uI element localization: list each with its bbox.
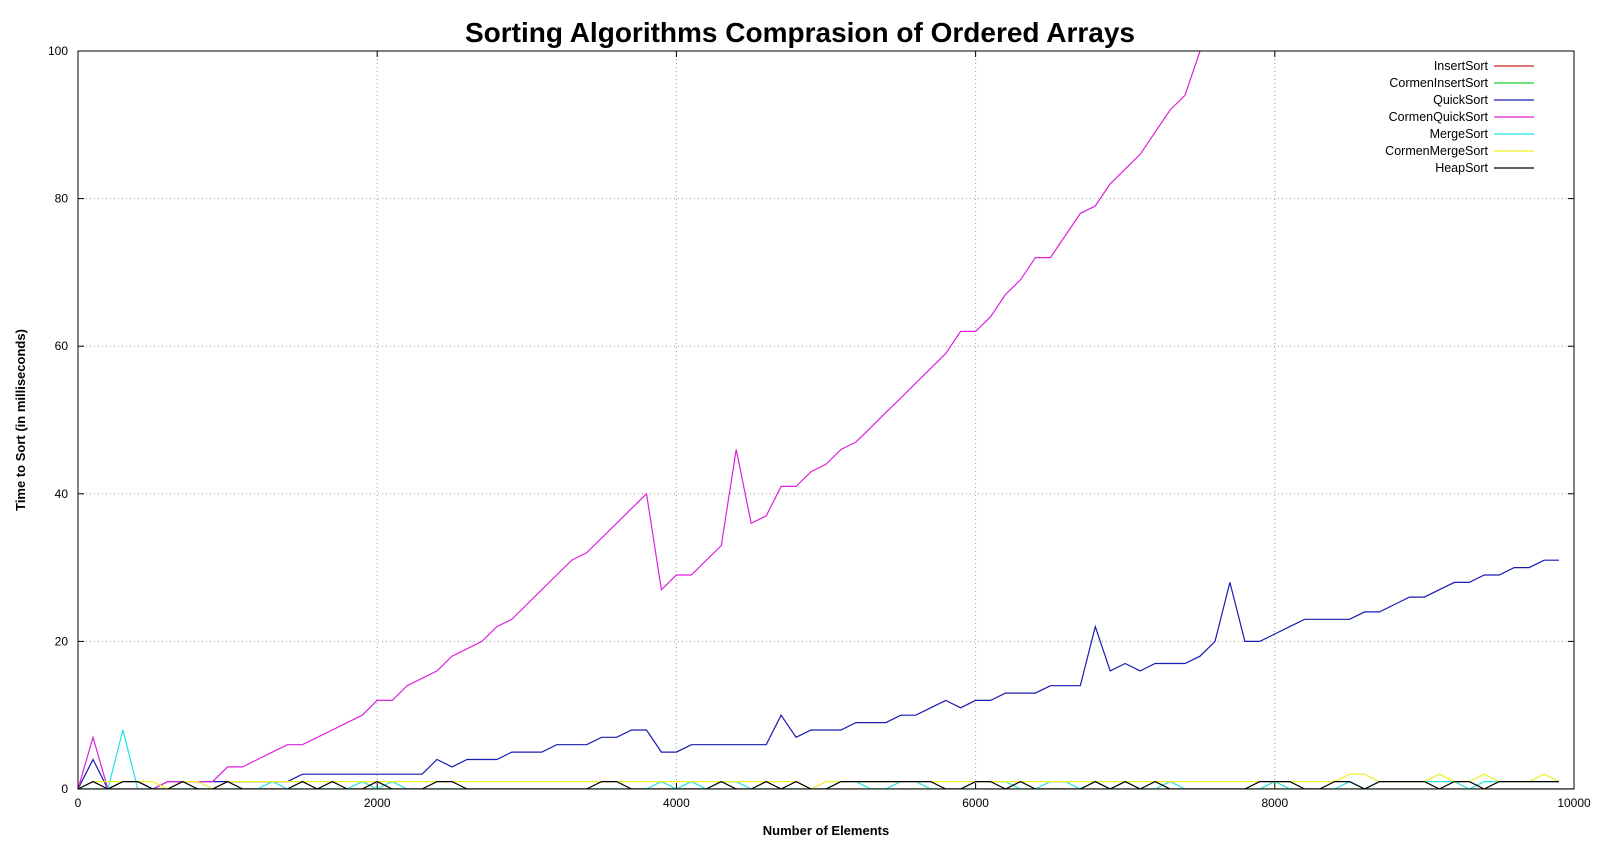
x-axis-label: Number of Elements (763, 823, 889, 838)
series-line-cormenquicksort (78, 51, 1201, 789)
y-tick-label: 40 (55, 487, 69, 501)
series-lines (78, 51, 1574, 789)
series-line-quicksort (78, 559, 1559, 789)
y-tick-label: 0 (61, 782, 68, 796)
x-tick-label: 4000 (663, 796, 690, 810)
grid (78, 51, 1574, 789)
legend-label: HeapSort (1435, 161, 1488, 175)
legend: InsertSort CormenInsertSort QuickSort Corme… (1385, 59, 1534, 175)
legend-label: MergeSort (1430, 127, 1489, 141)
legend-label: CormenInsertSort (1389, 76, 1488, 90)
legend-label: InsertSort (1434, 59, 1489, 73)
y-tick-label: 20 (55, 634, 69, 648)
x-tick-label: 10000 (1557, 796, 1591, 810)
series-line-cormenmergesort (78, 773, 1560, 789)
y-tick-label: 80 (55, 192, 69, 206)
chart-title: Sorting Algorithms Comprasion of Ordered… (465, 17, 1135, 48)
axes: 0 2000 4000 6000 8000 10000 0 20 40 60 80 100 (48, 44, 1591, 810)
x-tick-label: 2000 (364, 796, 391, 810)
x-tick-label: 8000 (1261, 796, 1288, 810)
legend-label: CormenQuickSort (1389, 110, 1489, 124)
y-axis-label: Time to Sort (in milliseconds) (13, 329, 28, 511)
series-line-heapsort (78, 780, 1559, 789)
plot-frame (77, 50, 1575, 790)
x-tick-label: 0 (75, 796, 82, 810)
x-tick-label: 6000 (962, 796, 989, 810)
legend-label: CormenMergeSort (1385, 144, 1488, 158)
y-tick-label: 100 (48, 44, 68, 58)
y-tick-label: 60 (55, 339, 69, 353)
legend-label: QuickSort (1433, 93, 1488, 107)
